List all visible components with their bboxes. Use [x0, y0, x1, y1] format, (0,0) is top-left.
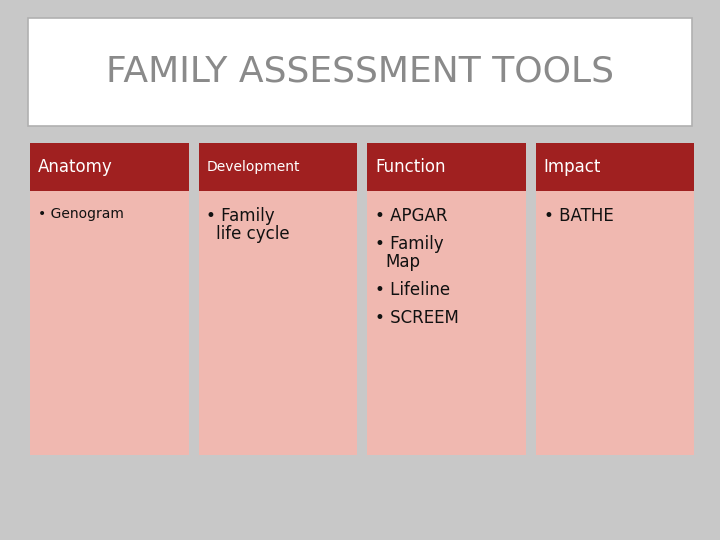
Text: Development: Development [207, 160, 300, 174]
Text: • Family: • Family [375, 235, 444, 253]
Text: • BATHE: • BATHE [544, 207, 613, 225]
Bar [536, 143, 694, 455]
Bar [199, 143, 357, 455]
Text: Anatomy: Anatomy [38, 158, 113, 176]
Text: FAMILY ASSESSMENT TOOLS: FAMILY ASSESSMENT TOOLS [106, 55, 614, 89]
Bar [367, 143, 526, 455]
Text: Function: Function [375, 158, 446, 176]
Bar [367, 143, 526, 191]
Text: • Family: • Family [207, 207, 275, 225]
Bar [536, 143, 694, 191]
Text: • Genogram: • Genogram [38, 207, 124, 221]
Bar [28, 18, 692, 126]
Text: • APGAR: • APGAR [375, 207, 448, 225]
Bar [30, 143, 189, 455]
Text: Map: Map [385, 253, 420, 271]
Text: • Lifeline: • Lifeline [375, 281, 450, 299]
Text: • SCREEM: • SCREEM [375, 309, 459, 327]
Bar [199, 143, 357, 191]
Bar [30, 143, 189, 191]
Text: life cycle: life cycle [217, 225, 290, 243]
Text: Impact: Impact [544, 158, 601, 176]
